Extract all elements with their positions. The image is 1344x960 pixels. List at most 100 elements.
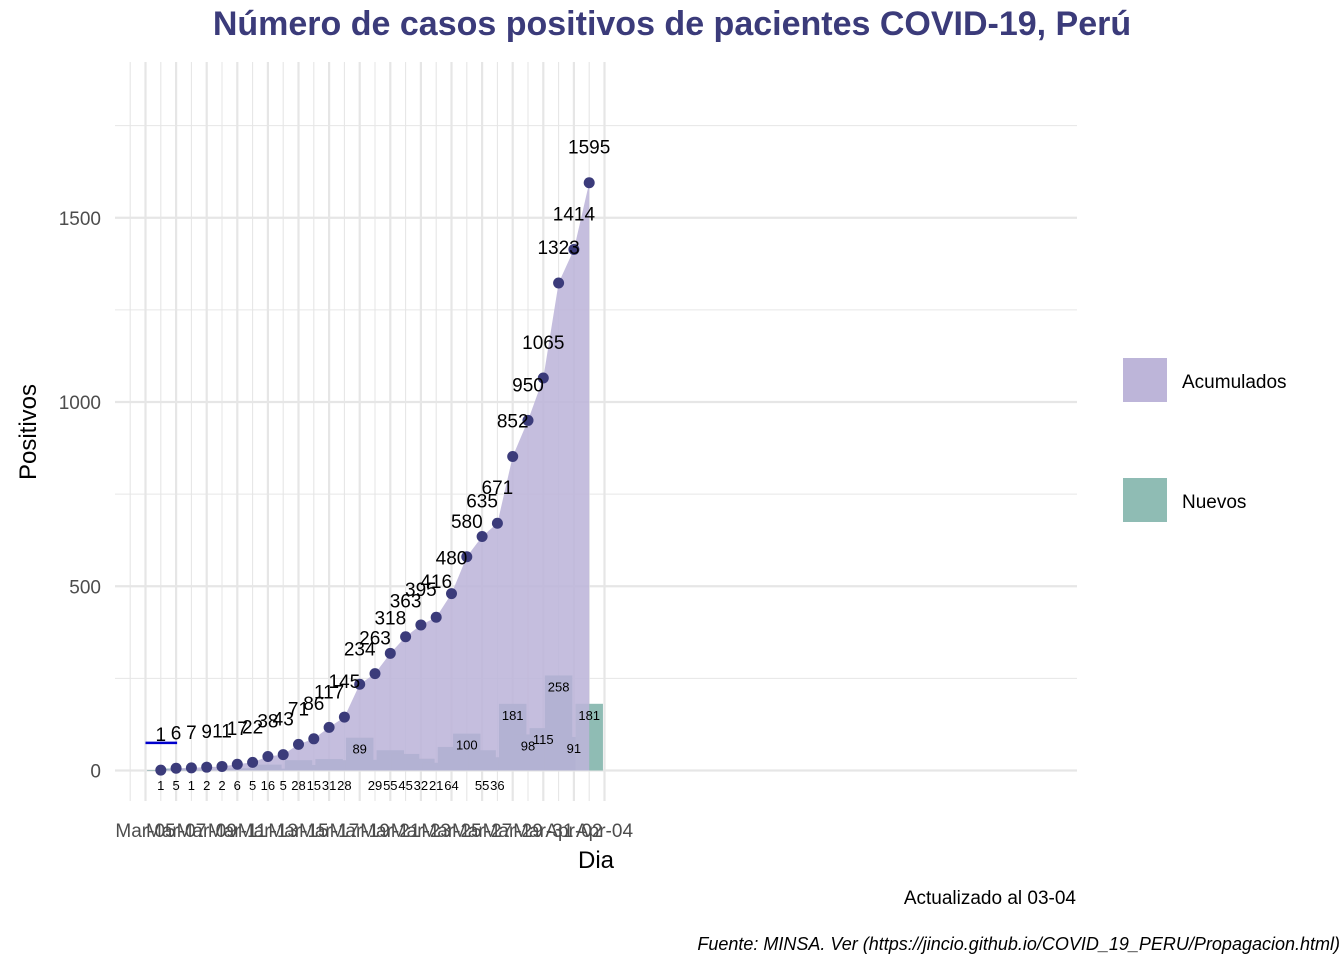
point-Mar-20 <box>369 668 381 680</box>
point-Apr-02 <box>568 243 580 255</box>
cum-label-Mar-15: 71 <box>288 699 309 720</box>
legend: Acumulados Nuevos <box>1123 358 1287 522</box>
cum-label-Mar-16: 86 <box>303 694 324 715</box>
new-label-Mar-06: 1 <box>157 778 164 793</box>
cum-label-Mar-13: 38 <box>257 711 278 732</box>
chart-title: Número de casos positivos de pacientes C… <box>213 5 1131 43</box>
cum-label-Mar-25: 480 <box>436 549 468 570</box>
new-label-Apr-02: 91 <box>567 741 581 756</box>
x-tick-Mar-21: Mar-21 <box>360 821 420 842</box>
point-Mar-16 <box>308 733 320 745</box>
x-tick-Apr-02: Apr-02 <box>545 821 602 842</box>
cum-label-Mar-07: 6 <box>171 723 182 744</box>
point-Mar-11 <box>231 758 243 770</box>
cum-label-Mar-09: 9 <box>201 722 212 743</box>
cum-label-Mar-27: 635 <box>466 492 498 513</box>
cum-label-Mar-08: 7 <box>186 723 197 744</box>
new-label-Apr-01: 258 <box>548 679 570 694</box>
new-label-Mar-09: 2 <box>203 778 210 793</box>
y-tick-1000: 1000 <box>59 393 101 414</box>
cum-label-Mar-18: 145 <box>329 672 361 693</box>
source-note: Fuente: MINSA. Ver (https://jincio.githu… <box>697 934 1340 954</box>
new-label-Mar-07: 5 <box>172 778 179 793</box>
new-label-Mar-31: 115 <box>533 732 554 747</box>
cum-label-Mar-23: 395 <box>405 580 437 601</box>
new-label-Apr-03: 181 <box>578 708 600 723</box>
x-tick-Mar-23: Mar-23 <box>391 821 451 842</box>
legend-swatch-acumulados <box>1123 358 1167 402</box>
new-label-Mar-27: 55 <box>475 778 489 793</box>
point-Mar-19 <box>354 678 366 690</box>
new-label-Mar-12: 5 <box>249 778 256 793</box>
x-axis-title: Dia <box>578 847 615 874</box>
point-Mar-26 <box>461 551 473 563</box>
new-label-Mar-21: 55 <box>383 778 397 793</box>
cum-label-Mar-28: 671 <box>482 478 514 499</box>
x-tick-Mar-05: Mar-05 <box>115 821 175 842</box>
x-tick-Mar-07: Mar-07 <box>146 821 206 842</box>
x-tick-Mar-13: Mar-13 <box>238 821 298 842</box>
cumulative-area <box>160 182 590 771</box>
point-Apr-01 <box>553 277 565 289</box>
point-Mar-21 <box>384 647 396 659</box>
point-Mar-06 <box>155 764 167 776</box>
point-Mar-15 <box>293 738 304 750</box>
cum-label-Mar-22: 363 <box>390 592 422 613</box>
x-tick-Mar-29: Mar-29 <box>483 821 543 842</box>
x-tick-labels: Mar-05Mar-07Mar-09Mar-11Mar-13Mar-15Mar-… <box>115 821 633 842</box>
new-label-Mar-08: 1 <box>188 778 195 793</box>
point-Mar-27 <box>476 531 488 543</box>
cum-label-Mar-17: 117 <box>314 682 344 703</box>
cum-label-Apr-03: 1595 <box>568 138 610 159</box>
cum-label-Mar-10: 11 <box>212 721 232 742</box>
new-label-Mar-20: 29 <box>368 778 382 793</box>
point-Mar-07 <box>170 762 182 774</box>
point-Mar-12 <box>247 756 259 768</box>
legend-label-nuevos: Nuevos <box>1182 492 1246 513</box>
new-label-Mar-11: 6 <box>234 778 241 793</box>
new-label-Mar-30: 98 <box>521 738 535 753</box>
point-Mar-22 <box>400 631 412 643</box>
y-axis-title: Positivos <box>15 384 42 480</box>
x-tick-Mar-17: Mar-17 <box>299 821 359 842</box>
point-Mar-28 <box>491 517 503 529</box>
new-label-Mar-23: 32 <box>414 778 428 793</box>
cum-label-Apr-02: 1414 <box>553 204 596 225</box>
new-label-Mar-15: 28 <box>291 778 305 793</box>
x-tick-Apr-04: Apr-04 <box>576 821 633 842</box>
x-tick-Mar-15: Mar-15 <box>268 821 328 842</box>
legend-swatch-nuevos <box>1123 478 1167 522</box>
legend-label-acumulados: Acumulados <box>1182 372 1287 393</box>
cumulative-labels: 1 6 7 9 111722384371861171452342633183633954… <box>156 138 611 746</box>
point-Mar-23 <box>415 619 427 631</box>
y-tick-labels: 0 500 1000 1500 <box>59 209 101 783</box>
new-label-Mar-19: 89 <box>352 742 366 757</box>
cum-label-Mar-31: 1065 <box>522 333 564 354</box>
cum-label-Mar-21: 318 <box>374 608 406 629</box>
new-label-Mar-16: 15 <box>307 778 321 793</box>
point-Mar-31 <box>537 372 549 384</box>
new-label-Mar-18: 28 <box>337 778 351 793</box>
point-Mar-13 <box>262 750 274 762</box>
x-tick-Mar-19: Mar-19 <box>330 821 390 842</box>
point-Mar-30 <box>522 414 534 426</box>
new-label-Mar-10: 2 <box>218 778 225 793</box>
new-label-Mar-22: 45 <box>398 778 412 793</box>
points <box>155 177 595 776</box>
caption: Actualizado al 03-04 <box>904 888 1077 909</box>
cum-label-Mar-12: 22 <box>242 717 263 738</box>
cum-label-Mar-26: 580 <box>451 512 483 533</box>
point-Mar-18 <box>338 711 350 723</box>
point-Mar-08 <box>185 762 197 774</box>
point-Mar-24 <box>430 611 442 623</box>
new-label-Mar-17: 31 <box>322 778 336 793</box>
cum-label-Mar-19: 234 <box>344 639 376 660</box>
new-label-Mar-29: 181 <box>502 708 524 723</box>
new-label-Mar-14: 5 <box>280 778 287 793</box>
cum-label-Mar-11: 17 <box>227 719 248 740</box>
new-label-Mar-24: 21 <box>429 778 443 793</box>
new-label-Mar-26: 100 <box>456 738 478 753</box>
cum-label-Mar-29: 852 <box>497 412 529 433</box>
